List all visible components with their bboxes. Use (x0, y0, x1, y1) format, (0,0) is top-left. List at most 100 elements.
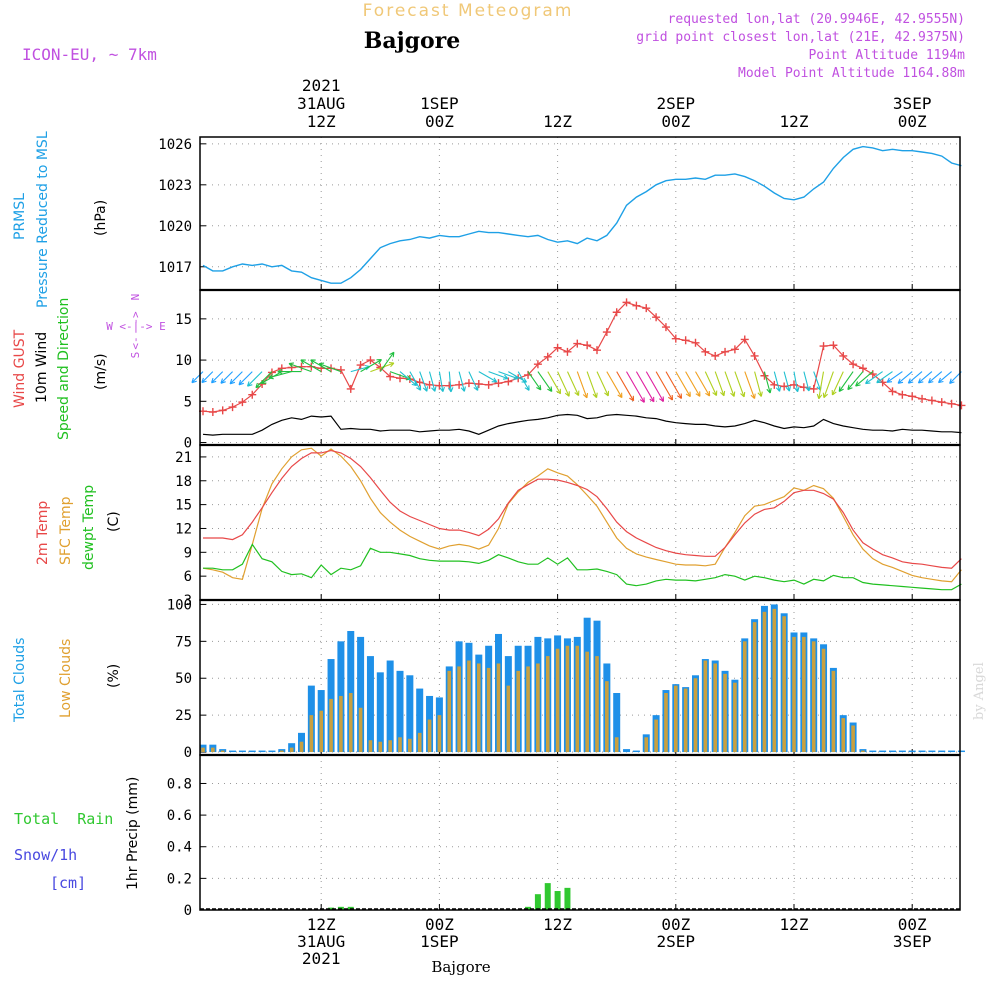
low-cloud-bar (703, 660, 708, 753)
top-axis-label: 2SEP (657, 94, 696, 113)
bottom-axis-label: 2021 (302, 949, 341, 968)
total-cloud-bar (928, 750, 936, 753)
wind-arrow (300, 359, 322, 373)
gust-marker (740, 335, 749, 344)
panel-precip: 0 0.2 0.4 0.6 0.8 (167, 754, 961, 919)
bottom-axis-label: 31AUG (297, 932, 345, 951)
low-cloud-bar (477, 663, 481, 753)
wind10-label: 10m Wind (34, 332, 50, 403)
wind-arrow (626, 371, 645, 403)
total-cloud-bar (386, 660, 394, 753)
gust-marker (799, 383, 808, 392)
tsfc-label: SFC Temp (58, 496, 74, 565)
gust-marker (918, 394, 927, 403)
y-tick-label: 21 (175, 450, 192, 466)
pct-label: (%) (106, 664, 122, 688)
gust-marker (248, 390, 257, 399)
wind-arrow (754, 371, 763, 397)
gust-marker (632, 301, 641, 310)
requested-coords: requested lon,lat (20.9946E, 42.9555N) (668, 12, 965, 27)
gust-marker (730, 345, 739, 354)
chart-panels: 1017102010231026051015369121518210255075… (158, 136, 966, 919)
low-cloud-bar (417, 732, 422, 753)
low-cloud-bar (526, 666, 530, 753)
low-cloud-bar (841, 718, 846, 753)
gust-marker (415, 378, 424, 387)
wind-arrow (360, 359, 382, 373)
total-rain-label: Total Rain (14, 810, 113, 828)
model-label: ICON-EU, ~ 7km (22, 45, 157, 64)
gust-marker (612, 308, 621, 317)
y-tick-label: 9 (184, 545, 192, 561)
bottom-axis-label: 00Z (425, 915, 454, 934)
gust-marker (671, 334, 680, 343)
gust-marker (533, 360, 542, 369)
total-cloud-bar (258, 750, 266, 753)
degc-label: (C) (106, 511, 122, 532)
low-cloud-bar (211, 747, 215, 753)
y-tick-label: 12 (175, 521, 192, 537)
low-cloud-bar (575, 645, 580, 753)
gust-marker (494, 379, 503, 388)
gust-marker (898, 390, 907, 399)
wind-arrow (547, 371, 562, 395)
gust-marker (809, 384, 818, 393)
point-altitude: Point Altitude 1194m (808, 48, 965, 63)
prmsl-desc-label: Pressure Reduced to MSL (35, 131, 51, 308)
gust-marker (770, 380, 779, 389)
top-axis-label: 2021 (302, 76, 341, 95)
wind-arrow (886, 371, 903, 383)
gust-marker (829, 341, 838, 350)
low-cloud-bar (437, 715, 442, 753)
wind-speed-line (202, 413, 962, 436)
low-cloud-bar (861, 750, 865, 753)
wind-arrow (210, 371, 224, 384)
rain-bar (534, 894, 541, 910)
top-axis-label: 00Z (661, 112, 690, 131)
total-cloud-bar (869, 750, 877, 753)
low-cloud-bar (447, 670, 452, 753)
rain-bar (554, 891, 561, 910)
low-clouds-label: Low Clouds (58, 639, 74, 718)
bottom-axis-label: 00Z (661, 915, 690, 934)
gust-marker (277, 364, 286, 373)
wind-arrow (665, 371, 683, 399)
low-cloud-bar (664, 693, 668, 753)
low-cloud-bar (782, 616, 786, 753)
wind-arrow (288, 362, 312, 373)
y-tick-label: 0.4 (167, 840, 192, 856)
total-cloud-bar (229, 750, 237, 753)
gust-marker (642, 304, 651, 313)
y-tick-label: 0.2 (167, 871, 192, 887)
y-tick-label: 25 (175, 708, 192, 724)
compass-we-label: W <-|-> E (106, 320, 166, 333)
y-tick-label: 3 (184, 593, 192, 609)
total-cloud-bar (948, 750, 956, 753)
rain-bar (328, 907, 335, 910)
low-cloud-bar (811, 641, 816, 753)
rain-bar (544, 883, 551, 910)
total-cloud-bar (357, 636, 365, 753)
gust-marker (927, 396, 936, 405)
bottom-axis-label: 00Z (898, 915, 927, 934)
low-cloud-bar (368, 740, 373, 753)
low-cloud-bar (309, 715, 314, 753)
low-cloud-bar (614, 737, 619, 753)
wind-arrow (773, 371, 782, 392)
wind-arrow (246, 371, 263, 387)
bottom-axis-label: 2SEP (657, 932, 696, 951)
low-cloud-bar (457, 666, 461, 753)
wind-arrow (897, 371, 913, 384)
bottom-axis-label: 12Z (543, 915, 572, 934)
wind-arrow (567, 371, 580, 397)
wind-arrow (907, 371, 923, 384)
snow-label: Snow/1h (14, 846, 77, 864)
wind-arrow (744, 371, 756, 400)
wind-arrow (655, 371, 674, 401)
y-tick-label: 75 (175, 634, 192, 650)
total-cloud-bar (268, 750, 276, 753)
wind-arrow (838, 371, 854, 392)
wind-arrow (876, 371, 893, 384)
chart-title: Forecast Meteogram (363, 1, 574, 21)
